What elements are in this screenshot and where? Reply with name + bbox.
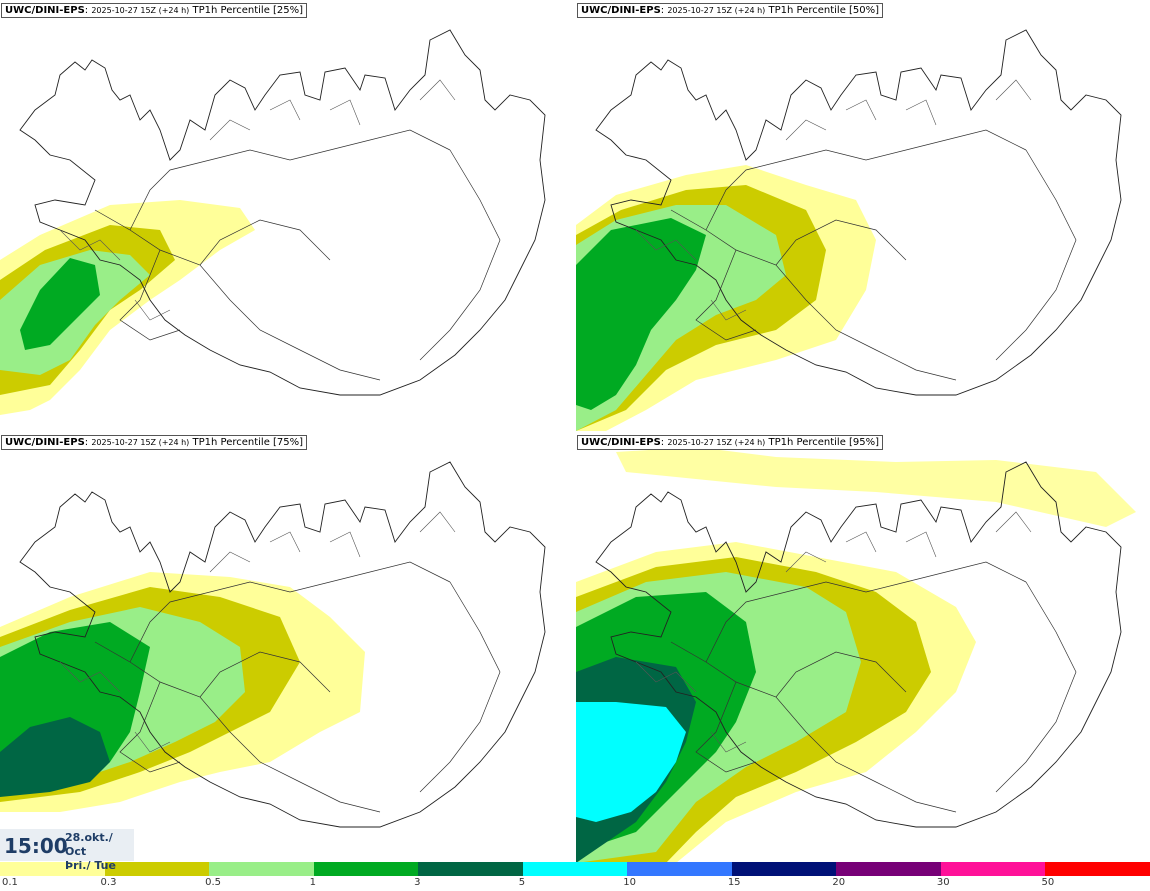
color-legend: 0.1 0.3 0.5 1 3 5 10 15 20 30 50 (0, 862, 1150, 891)
legend-swatch (836, 862, 942, 876)
map-panel-50: UWC/DINI-EPS: 2025-10-27 15Z (+24 h) TP1… (576, 0, 1150, 431)
precip-map-75 (0, 461, 546, 828)
legend-tick-label: 30 (936, 877, 950, 888)
precip-zone-heavy (20, 258, 100, 350)
model-name: UWC/DINI-EPS (5, 5, 85, 16)
legend-tick-label: 3 (414, 877, 421, 888)
valid-time-box: 15:00 28.okt./ Oct Þri./ Tue (0, 829, 134, 872)
run-time: 2025-10-27 15Z (+24 h) (91, 6, 190, 15)
legend-swatch (418, 862, 524, 876)
precip-zone-very-heavy (0, 717, 110, 797)
precip-zone-extreme (576, 702, 686, 822)
legend-tick-label: 15 (727, 877, 741, 888)
run-time: 2025-10-27 15Z (+24 h) (91, 438, 190, 447)
legend-swatch (1045, 862, 1150, 876)
model-name: UWC/DINI-EPS (581, 437, 661, 448)
map-panel-95: UWC/DINI-EPS: 2025-10-27 15Z (+24 h) TP1… (576, 432, 1150, 863)
legend-tick-label: 20 (832, 877, 846, 888)
legend-tick-label: 0.3 (100, 877, 117, 888)
legend-tick-label: 1 (309, 877, 316, 888)
legend-tick-label: 0.1 (2, 877, 18, 888)
map-panel-75: UWC/DINI-EPS: 2025-10-27 15Z (+24 h) TP1… (0, 432, 575, 863)
precip-map-25 (0, 29, 546, 415)
run-time: 2025-10-27 15Z (+24 h) (667, 438, 766, 447)
run-time: 2025-10-27 15Z (+24 h) (667, 6, 766, 15)
legend-swatch (731, 862, 837, 876)
map-panel-25: UWC/DINI-EPS: 2025-10-27 15Z (+24 h) TP1… (0, 0, 575, 431)
legend-swatch (522, 862, 628, 876)
valid-date: 28.okt./ Oct Þri./ Tue (65, 831, 134, 873)
valid-date-line2: Þri./ Tue (65, 859, 116, 872)
legend-swatch (209, 862, 315, 876)
precip-zone-heavy (576, 218, 706, 410)
legend-swatch (313, 862, 419, 876)
panel-title-75: UWC/DINI-EPS: 2025-10-27 15Z (+24 h) TP1… (1, 435, 308, 450)
parameter-label: TP1h Percentile [25%] (192, 5, 304, 16)
legend-swatch (0, 862, 105, 876)
panel-title-95: UWC/DINI-EPS: 2025-10-27 15Z (+24 h) TP1… (577, 435, 884, 450)
legend-tick-label: 10 (623, 877, 636, 888)
model-name: UWC/DINI-EPS (581, 5, 661, 16)
legend-tick-label: 0.5 (205, 877, 221, 888)
parameter-label: TP1h Percentile [95%] (768, 437, 880, 448)
legend-swatch (627, 862, 733, 876)
parameter-label: TP1h Percentile [50%] (768, 5, 880, 16)
parameter-label: TP1h Percentile [75%] (192, 437, 304, 448)
legend-swatch (104, 862, 210, 876)
valid-time: 15:00 (4, 834, 68, 858)
legend-tick-label: 5 (518, 877, 526, 888)
panel-title-50: UWC/DINI-EPS: 2025-10-27 15Z (+24 h) TP1… (577, 3, 884, 18)
precip-map-95 (576, 447, 1136, 863)
model-name: UWC/DINI-EPS (5, 437, 85, 448)
precip-map-50 (576, 29, 1122, 431)
precip-zone-light-north (616, 447, 1136, 527)
valid-date-line1: 28.okt./ Oct (65, 831, 113, 858)
legend-swatch (940, 862, 1046, 876)
legend-tick-label: 50 (1041, 877, 1055, 888)
panel-title-25: UWC/DINI-EPS: 2025-10-27 15Z (+24 h) TP1… (1, 3, 308, 18)
